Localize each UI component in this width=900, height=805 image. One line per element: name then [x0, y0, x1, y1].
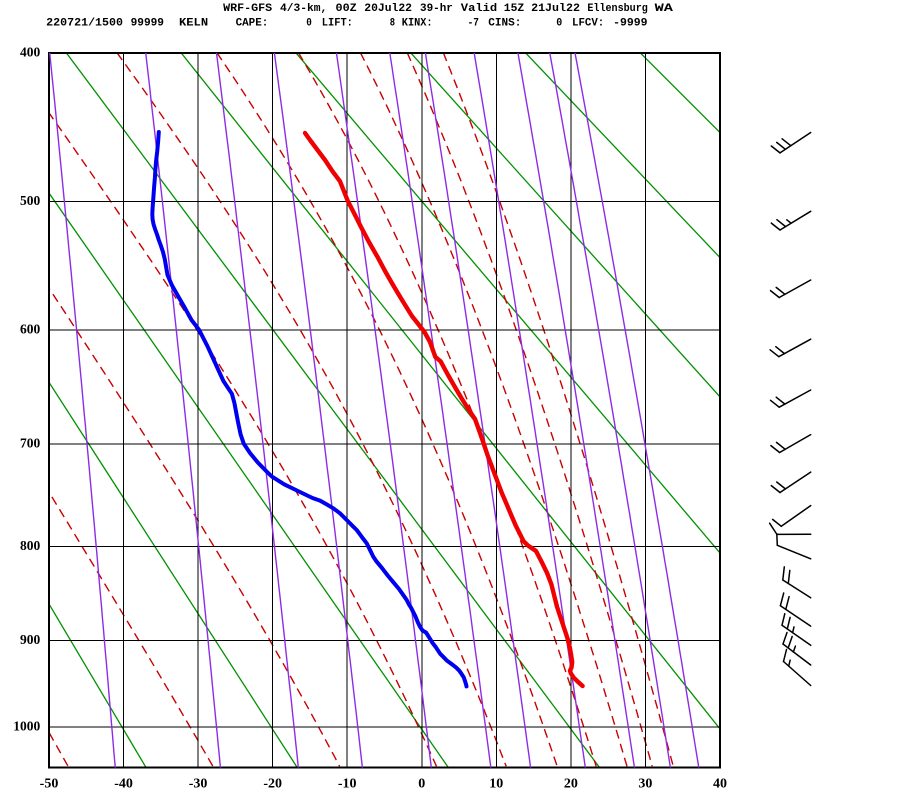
svg-text:20: 20: [564, 776, 578, 791]
svg-text:600: 600: [20, 322, 41, 337]
svg-text:-40: -40: [114, 776, 133, 791]
svg-text:8: 8: [390, 18, 395, 30]
svg-text:220721/1500: 220721/1500: [46, 18, 123, 30]
svg-text:40: 40: [713, 776, 727, 791]
svg-text:KINX:: KINX:: [402, 18, 433, 30]
svg-text:500: 500: [20, 193, 41, 208]
svg-text:CAPE:: CAPE:: [236, 18, 269, 30]
svg-text:Ellensburg: Ellensburg: [587, 3, 648, 15]
svg-text:00Z: 00Z: [336, 3, 357, 15]
svg-text:99999: 99999: [131, 18, 165, 30]
svg-text:4/3-km,: 4/3-km,: [280, 3, 327, 15]
svg-text:-10: -10: [338, 776, 357, 791]
svg-text:1000: 1000: [13, 719, 40, 734]
svg-text:CINS:: CINS:: [488, 18, 521, 30]
svg-text:800: 800: [20, 538, 41, 553]
svg-text:LFCV:: LFCV:: [572, 18, 604, 30]
svg-text:400: 400: [20, 44, 41, 59]
svg-text:900: 900: [20, 632, 41, 647]
svg-text:30: 30: [638, 776, 652, 791]
svg-text:0: 0: [418, 776, 425, 791]
svg-text:39-hr: 39-hr: [420, 3, 453, 15]
svg-text:-50: -50: [40, 776, 59, 791]
svg-text:20Jul22: 20Jul22: [364, 3, 412, 15]
svg-text:0: 0: [556, 18, 562, 30]
svg-text:-7: -7: [468, 18, 479, 30]
svg-text:700: 700: [20, 435, 41, 450]
svg-text:WA: WA: [655, 3, 674, 15]
svg-text:-9999: -9999: [613, 18, 647, 30]
svg-text:WRF-GFS: WRF-GFS: [223, 3, 272, 15]
svg-text:-30: -30: [189, 776, 208, 791]
svg-text:KELN: KELN: [179, 18, 208, 30]
svg-text:15Z: 15Z: [504, 3, 525, 15]
svg-text:LIFT:: LIFT:: [322, 18, 353, 30]
svg-text:21Jul22: 21Jul22: [531, 3, 580, 15]
svg-text:10: 10: [489, 776, 503, 791]
svg-text:Valid: Valid: [461, 3, 498, 15]
svg-text:-20: -20: [263, 776, 282, 791]
svg-text:0: 0: [306, 18, 312, 30]
